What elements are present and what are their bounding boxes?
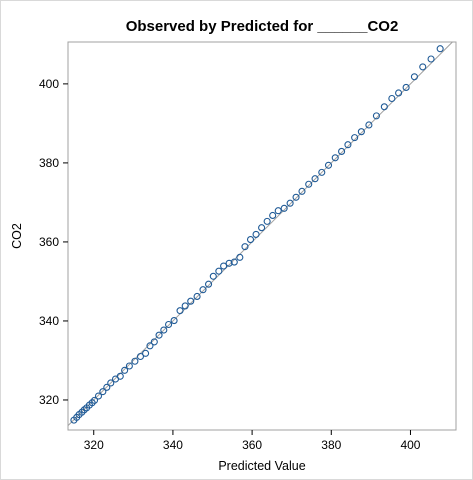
data-point <box>305 180 313 188</box>
data-point <box>274 207 282 215</box>
data-point <box>103 383 111 391</box>
data-point <box>419 63 427 71</box>
x-tick-label: 320 <box>84 438 104 452</box>
data-point <box>395 89 403 97</box>
data-point <box>252 230 260 238</box>
data-point <box>324 161 333 169</box>
data-point <box>88 399 96 407</box>
x-axis: 320 340 360 380 400 <box>84 430 421 452</box>
data-point <box>155 331 163 339</box>
y-tick-label: 340 <box>39 314 59 328</box>
data-point <box>193 292 201 301</box>
data-point <box>205 280 213 288</box>
data-point <box>165 320 173 329</box>
data-point <box>116 372 124 380</box>
data-point <box>199 286 207 294</box>
data-point <box>160 326 168 334</box>
data-point <box>338 147 346 155</box>
x-tick-label: 340 <box>163 438 183 452</box>
data-point <box>181 302 189 310</box>
chart-title: Observed by Predicted for ______CO2 <box>125 18 399 35</box>
data-points <box>70 45 444 424</box>
data-point <box>241 243 249 251</box>
data-point <box>258 224 266 232</box>
data-point <box>236 253 244 261</box>
data-point <box>170 317 178 325</box>
x-tick-label: 360 <box>242 438 262 452</box>
data-point <box>209 272 217 280</box>
data-point <box>388 94 396 103</box>
data-point <box>318 168 326 176</box>
data-point <box>215 267 223 275</box>
data-point <box>136 352 145 361</box>
data-point <box>280 204 288 212</box>
data-point <box>150 338 158 346</box>
data-point <box>292 193 300 201</box>
data-point <box>146 342 154 350</box>
x-tick-label: 400 <box>400 438 420 452</box>
y-axis: 320 340 360 380 400 <box>39 77 68 407</box>
data-point <box>402 83 410 91</box>
y-tick-label: 400 <box>39 77 59 91</box>
data-point <box>410 73 418 81</box>
data-point <box>142 349 150 357</box>
data-point <box>365 121 373 129</box>
y-tick-label: 360 <box>39 235 59 249</box>
data-point <box>125 362 133 370</box>
data-point <box>246 236 255 244</box>
data-point <box>90 396 99 404</box>
data-point <box>357 128 365 136</box>
data-point <box>176 307 184 315</box>
data-point <box>225 259 233 267</box>
data-point <box>380 103 388 111</box>
x-tick-label: 380 <box>321 438 341 452</box>
data-point <box>107 379 115 387</box>
data-point <box>331 154 339 162</box>
data-point <box>269 211 277 220</box>
data-point <box>344 141 352 149</box>
data-point <box>263 217 271 225</box>
data-point <box>436 45 444 53</box>
data-point <box>427 55 435 63</box>
data-point <box>121 366 129 374</box>
data-point <box>311 175 319 183</box>
y-axis-label: CO2 <box>10 223 24 249</box>
data-point <box>372 112 380 120</box>
data-point <box>286 199 294 207</box>
data-point <box>298 187 306 195</box>
x-axis-label: Predicted Value <box>218 459 305 473</box>
plot-area <box>67 41 457 431</box>
y-tick-label: 320 <box>39 393 59 407</box>
data-point <box>99 388 107 396</box>
data-point <box>351 134 359 142</box>
data-point <box>220 262 228 270</box>
data-point <box>78 408 86 416</box>
data-point <box>230 258 238 266</box>
data-point <box>131 357 139 365</box>
data-point <box>187 297 195 305</box>
y-tick-label: 380 <box>39 156 59 170</box>
data-point <box>94 392 103 400</box>
